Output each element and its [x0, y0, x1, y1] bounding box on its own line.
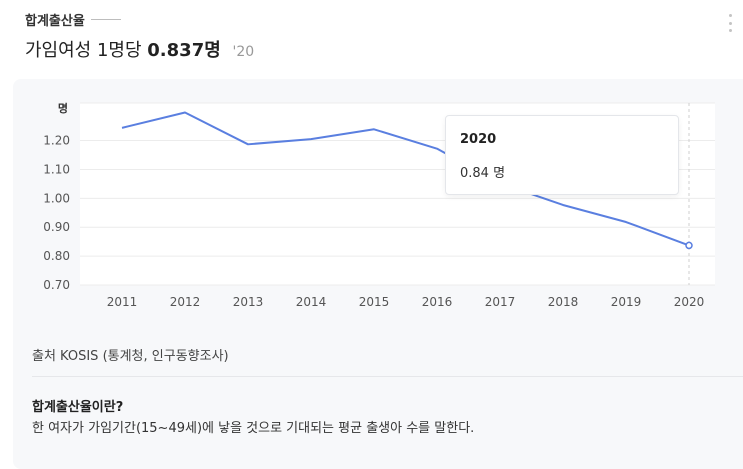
y-tick-label: 0.70: [43, 278, 70, 292]
x-tick-label: 2020: [674, 295, 705, 309]
data-point: [685, 241, 693, 250]
y-tick-label: 1.10: [43, 162, 70, 176]
y-tick-label: 0.90: [43, 220, 70, 234]
y-tick-label: 1.20: [43, 134, 70, 148]
tooltip-year: 2020: [460, 132, 497, 147]
headline-value: 0.837명: [147, 40, 221, 61]
x-tick-label: 2013: [233, 295, 264, 309]
section-title: 합계출산율: [25, 14, 85, 29]
tooltip-value: 0.84 명: [460, 166, 506, 181]
title-rule: [90, 19, 121, 20]
definition-title: 합계출산율이란?: [32, 400, 124, 415]
y-tick-label: 0.80: [43, 249, 70, 263]
y-tick-label: 1.00: [43, 191, 70, 205]
chart-section-label: 합계출산율: [25, 10, 121, 29]
headline: 가임여성 1명당 0.837명 '20: [25, 36, 254, 62]
x-tick-label: 2018: [548, 295, 579, 309]
x-tick-label: 2012: [170, 295, 201, 309]
source-text: 출처 KOSIS (통계청, 인구동향조사): [32, 349, 229, 364]
x-tick-label: 2014: [296, 295, 327, 309]
x-tick-label: 2015: [359, 295, 390, 309]
definition-text: 한 여자가 가임기간(15~49세)에 낳을 것으로 기대되는 평균 출생아 수…: [32, 421, 475, 436]
more-options-icon[interactable]: [727, 14, 733, 32]
y-axis-label: 명: [58, 101, 68, 115]
series-line: [121, 111, 690, 247]
x-tick-label: 2016: [422, 295, 453, 309]
headline-year: '20: [232, 44, 255, 60]
divider: [32, 376, 743, 377]
chart-tooltip: 2020 0.84 명: [445, 115, 679, 195]
x-tick-label: 2011: [107, 295, 138, 309]
x-tick-label: 2019: [611, 295, 642, 309]
x-tick-label: 2017: [485, 295, 516, 309]
headline-prefix: 가임여성 1명당: [25, 40, 142, 61]
